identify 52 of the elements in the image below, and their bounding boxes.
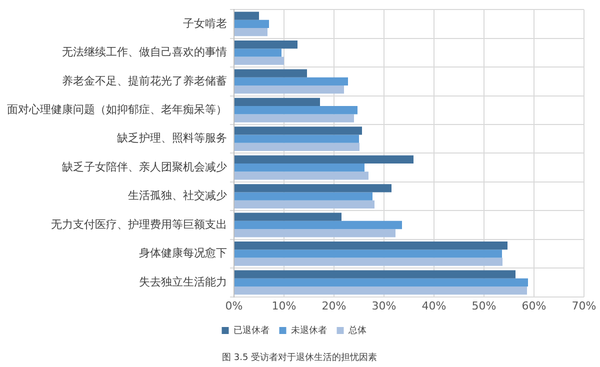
bar — [234, 192, 372, 200]
bar — [234, 69, 307, 78]
bar — [234, 242, 508, 250]
bar — [234, 98, 320, 106]
legend-label: 未退休者 — [290, 324, 327, 336]
bar — [234, 220, 402, 230]
bar — [234, 229, 396, 238]
bar — [234, 172, 368, 180]
legend-label: 已退休者 — [233, 324, 270, 336]
bar — [234, 270, 516, 278]
bar — [234, 142, 360, 152]
bar — [234, 40, 298, 49]
x-tick-label: 40% — [422, 299, 446, 312]
caption: 图 3.5 受访者对于退休生活的担忧因素 — [222, 352, 378, 363]
bar — [234, 56, 284, 65]
y-tick-label: 身体健康每况愈下 — [139, 246, 227, 260]
bar — [234, 114, 354, 122]
bar — [234, 12, 259, 20]
bar — [234, 200, 374, 208]
y-tick-label: 养老金不足、提前花光了养老储蓄 — [62, 74, 227, 88]
legend-label: 总体 — [347, 324, 366, 336]
bar — [234, 155, 414, 164]
x-tick-label: 60% — [522, 299, 546, 312]
bar — [234, 20, 269, 28]
bar — [234, 278, 528, 287]
bar — [234, 85, 344, 94]
x-tick-label: 10% — [272, 299, 296, 312]
x-tick-label: 20% — [322, 299, 346, 312]
y-tick-label: 缺乏护理、照料等服务 — [117, 132, 227, 145]
bar — [234, 134, 359, 143]
bar — [234, 250, 502, 258]
x-tick-label: 30% — [372, 299, 396, 312]
bar — [234, 184, 392, 192]
y-tick-label: 面对心理健康问题（如抑郁症、老年痴呆等） — [7, 102, 227, 116]
bar — [234, 28, 268, 36]
y-tick-label: 生活孤独、社交减少 — [128, 189, 227, 202]
y-tick-label: 失去独立生活能力 — [139, 275, 227, 288]
bar — [234, 258, 502, 266]
bar — [234, 106, 358, 114]
bar — [234, 286, 527, 295]
bar — [234, 212, 342, 221]
bar — [234, 126, 362, 135]
bar — [234, 77, 348, 86]
bar — [234, 48, 282, 57]
x-tick-label: 50% — [472, 299, 496, 312]
y-tick-label: 无法继续工作、做自己喜欢的事情 — [62, 46, 227, 59]
x-tick-label: 70% — [572, 299, 596, 312]
x-tick-label: 0% — [225, 299, 243, 312]
y-tick-label: 子女啃老 — [183, 16, 227, 30]
y-tick-label: 无力支付医疗、护理费用等巨额支出 — [51, 218, 227, 231]
bar — [234, 163, 364, 172]
y-tick-label: 缺乏子女陪伴、亲人团聚机会减少 — [62, 160, 227, 174]
